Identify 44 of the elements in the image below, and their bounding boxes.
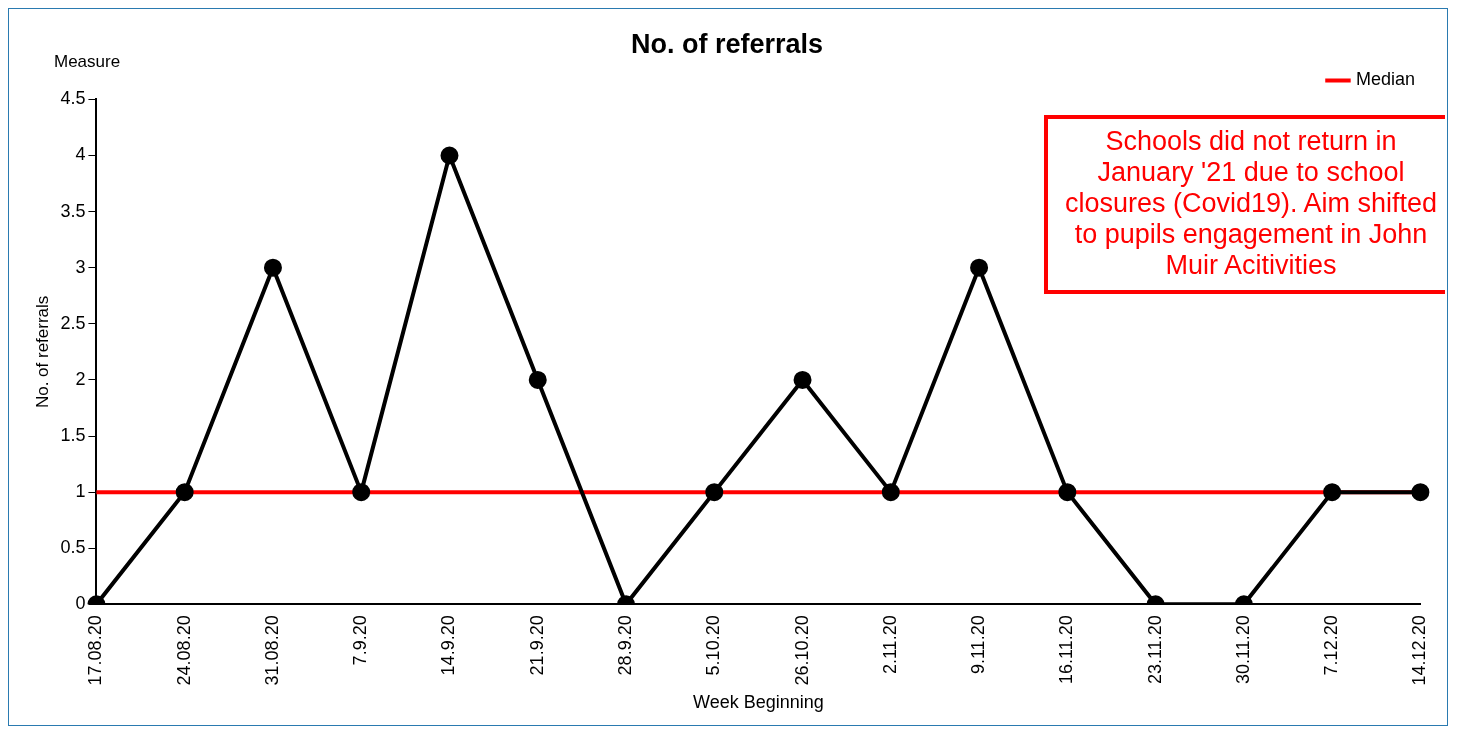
- x-tick-label: 9.11.20: [968, 615, 989, 675]
- y-tick-label: 1.5: [60, 424, 86, 445]
- y-tick-label: 3: [75, 256, 86, 277]
- point: [1323, 483, 1342, 502]
- x-tick-label: 2.11.20: [879, 615, 900, 675]
- x-tick-label: 7.12.20: [1321, 615, 1342, 676]
- y-tick-label: 0: [75, 593, 86, 614]
- y-tick-label: 0.5: [60, 537, 86, 558]
- y-tick-label: 2.5: [60, 312, 86, 333]
- x-tick-label: 5.10.20: [703, 615, 724, 676]
- point: [705, 483, 724, 502]
- point: [1411, 483, 1430, 502]
- chart-title: No. of referrals: [630, 28, 824, 59]
- y-tick-label: 2: [75, 368, 86, 389]
- point: [263, 258, 282, 277]
- x-tick-label: 14.9.20: [438, 615, 459, 676]
- x-tick-label: 28.9.20: [614, 615, 635, 676]
- point: [881, 483, 900, 502]
- x-tick-label: 21.9.20: [526, 615, 547, 676]
- point: [175, 483, 194, 502]
- point: [1058, 483, 1077, 502]
- annotation: Schools did not return in January '21 due to school closures (Covid19). Aim shifted to pupils engagement in John Muir Acitivities: [1064, 125, 1438, 280]
- point: [528, 370, 547, 389]
- x-tick-label: 17.08.20: [85, 615, 106, 686]
- y-axis-title: No. of referrals: [32, 295, 52, 409]
- x-tick-label: 31.08.20: [261, 615, 282, 686]
- x-tick-label: 14.12.20: [1409, 615, 1430, 686]
- y-tick-label: 3.5: [60, 200, 86, 221]
- x-tick-label: 26.10.20: [791, 615, 812, 686]
- x-tick-label: 16.11.20: [1056, 615, 1077, 685]
- text: Measure: [54, 52, 121, 72]
- y-tick-label: 4.5: [60, 88, 86, 109]
- point: [970, 258, 989, 277]
- x-tick-label: 7.9.20: [350, 615, 371, 666]
- y-tick-label: 1: [75, 481, 86, 502]
- x-axis-title: Week Beginning: [693, 692, 824, 713]
- point: [352, 483, 371, 502]
- point: [793, 370, 812, 389]
- x-tick-label: 30.11.20: [1232, 615, 1253, 685]
- x-tick-label: 24.08.20: [173, 615, 194, 686]
- x-tick-label: 23.11.20: [1144, 615, 1165, 685]
- legend-label: Median: [1355, 69, 1416, 90]
- point: [440, 146, 459, 165]
- y-tick-label: 4: [75, 144, 86, 165]
